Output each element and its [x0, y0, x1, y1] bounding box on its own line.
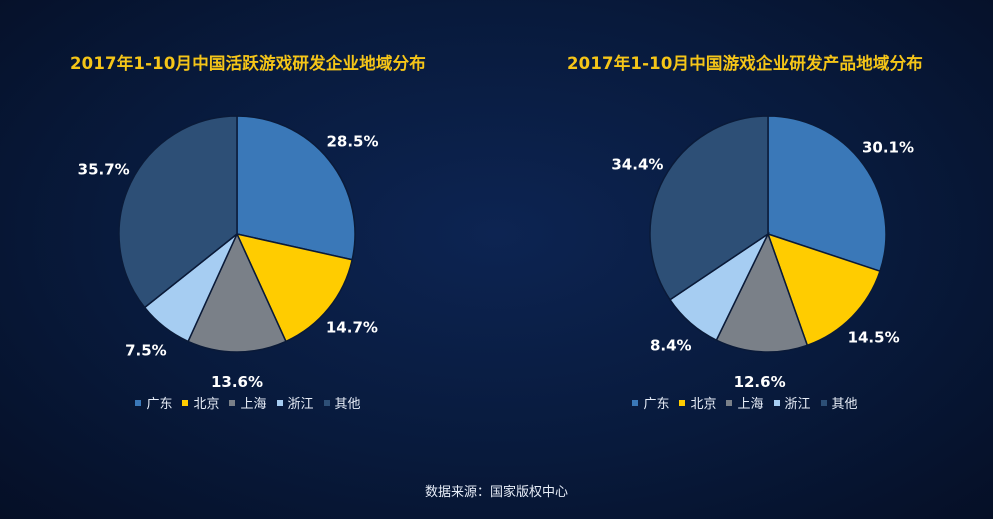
slice-label: 12.6%: [734, 373, 786, 391]
data-source: 数据来源：国家版权中心: [424, 485, 568, 500]
legend-swatch: [229, 399, 236, 406]
chart-title: 2017年1-10月中国活跃游戏研发企业地域分布: [69, 54, 426, 73]
slice-label: 30.1%: [862, 138, 914, 156]
legend-item: 其他: [820, 393, 858, 412]
legend-label: 其他: [334, 397, 361, 412]
legend-swatch: [632, 399, 639, 406]
pie-slice-2: [235, 232, 354, 343]
slice-label: 14.7%: [326, 318, 378, 336]
pie-slice-2: [766, 232, 881, 347]
legend-item: 上海: [229, 393, 267, 412]
legend-label: 北京: [193, 397, 220, 412]
legend-label: 上海: [737, 397, 764, 412]
legend-label: 浙江: [287, 397, 314, 412]
pie-slice-3: [715, 232, 809, 353]
pie-chart: 28.5% 14.7% 13.6% 7.5% 35.7%: [78, 115, 379, 391]
legend-item: 北京: [679, 393, 716, 412]
pie-slice-1: [767, 115, 887, 273]
chart-right: 2017年1-10月中国游戏企业研发产品地域分布 30.1% 14.5% 12.6%…: [497, 0, 993, 430]
legend-swatch: [323, 399, 330, 406]
legend: 广东 北京 上海 浙江 其他: [0, 393, 496, 412]
chart-title: 2017年1-10月中国游戏企业研发产品地域分布: [566, 54, 923, 73]
pie-slice-1: [236, 115, 356, 261]
legend-item: 广东: [632, 393, 669, 412]
legend-label: 浙江: [784, 397, 811, 412]
legend-item: 北京: [182, 393, 219, 412]
pie-chart: 30.1% 14.5% 12.6% 8.4% 34.4%: [611, 115, 914, 391]
slice-label: 28.5%: [326, 133, 378, 151]
legend-swatch: [679, 399, 686, 406]
slice-label: 13.6%: [211, 373, 263, 391]
slice-label: 34.4%: [611, 155, 663, 173]
pie-slice-3: [187, 232, 287, 353]
legend: 广东 北京 上海 浙江 其他: [497, 393, 993, 412]
legend-item: 其他: [323, 393, 361, 412]
slice-label: 35.7%: [78, 161, 130, 179]
slice-label: 7.5%: [125, 342, 167, 360]
legend-label: 其他: [831, 397, 858, 412]
pie-slice-5: [649, 115, 769, 301]
pie-slice-5: [118, 115, 238, 309]
legend-swatch: [726, 399, 733, 406]
legend-label: 北京: [690, 397, 717, 412]
legend-swatch: [135, 399, 142, 406]
legend-item: 广东: [135, 393, 172, 412]
slice-label: 8.4%: [650, 337, 692, 355]
legend-label: 上海: [240, 397, 267, 412]
legend-item: 上海: [726, 393, 764, 412]
legend-swatch: [182, 399, 189, 406]
slice-label: 14.5%: [848, 329, 900, 347]
legend-item: 浙江: [276, 393, 314, 412]
chart-left: 2017年1-10月中国活跃游戏研发企业地域分布 28.5% 14.7% 13.6%…: [0, 0, 496, 430]
legend-swatch: [773, 399, 780, 406]
legend-label: 广东: [146, 397, 173, 412]
legend-swatch: [820, 399, 827, 406]
legend-label: 广东: [643, 397, 670, 412]
legend-item: 浙江: [773, 393, 811, 412]
legend-swatch: [276, 399, 283, 406]
